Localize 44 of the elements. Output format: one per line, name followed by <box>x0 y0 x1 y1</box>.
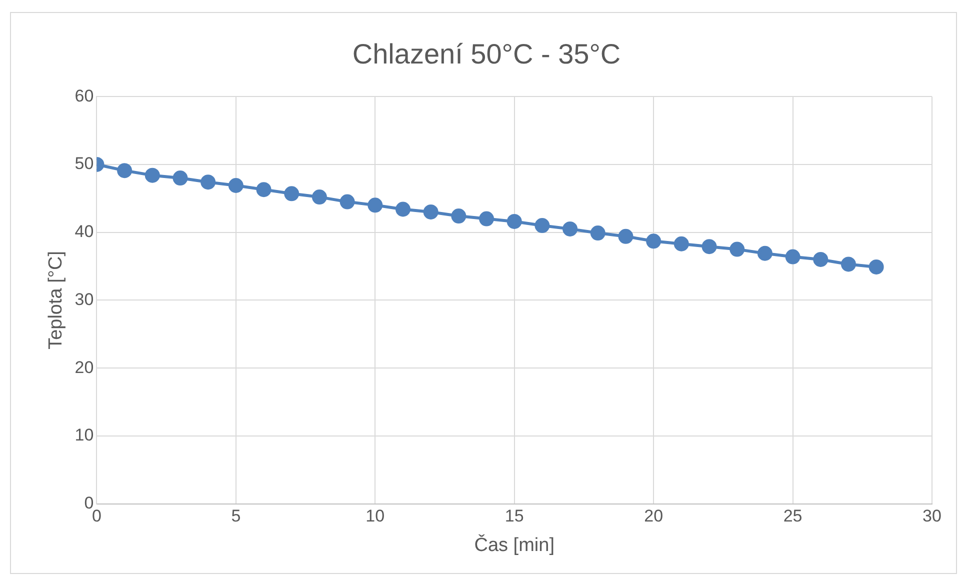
y-tick-label: 10 <box>74 426 94 445</box>
x-tick-label: 25 <box>783 506 802 526</box>
point <box>228 178 244 194</box>
point <box>702 239 717 254</box>
point <box>395 202 410 217</box>
point <box>479 211 494 226</box>
point <box>618 228 634 244</box>
point <box>423 204 438 220</box>
point <box>646 234 662 249</box>
point <box>256 182 272 198</box>
y-axis-title: Teplota [°C] <box>46 250 67 350</box>
point <box>757 246 772 261</box>
y-tick-label: 50 <box>74 154 94 174</box>
point <box>534 218 550 234</box>
point <box>284 186 300 202</box>
y-tick-label: 20 <box>74 358 94 377</box>
x-tick-label: 5 <box>231 506 241 526</box>
point <box>368 198 383 213</box>
point <box>200 174 216 190</box>
x-tick-label: 15 <box>504 506 524 526</box>
point <box>840 256 856 272</box>
point <box>562 221 578 236</box>
point <box>312 190 327 205</box>
point <box>868 259 884 274</box>
y-tick-label: 60 <box>74 86 94 106</box>
point <box>813 252 828 267</box>
point <box>117 163 132 178</box>
point <box>144 168 160 183</box>
x-axis-title: Čas [min] <box>474 534 554 556</box>
y-tick-label: 30 <box>74 290 94 309</box>
point <box>506 214 522 229</box>
point <box>172 170 188 186</box>
y-tick-label: 0 <box>84 493 94 512</box>
y-tick-label: 40 <box>74 222 94 242</box>
chart-title: Chlazení 50°C - 35°C <box>352 38 621 70</box>
x-tick-label: 10 <box>366 506 385 526</box>
point <box>785 249 800 264</box>
x-tick-label: 30 <box>922 506 942 526</box>
point <box>451 208 466 224</box>
point <box>590 226 606 241</box>
point <box>340 194 355 210</box>
point <box>730 242 745 257</box>
point <box>674 236 689 252</box>
x-tick-label: 20 <box>644 506 664 526</box>
